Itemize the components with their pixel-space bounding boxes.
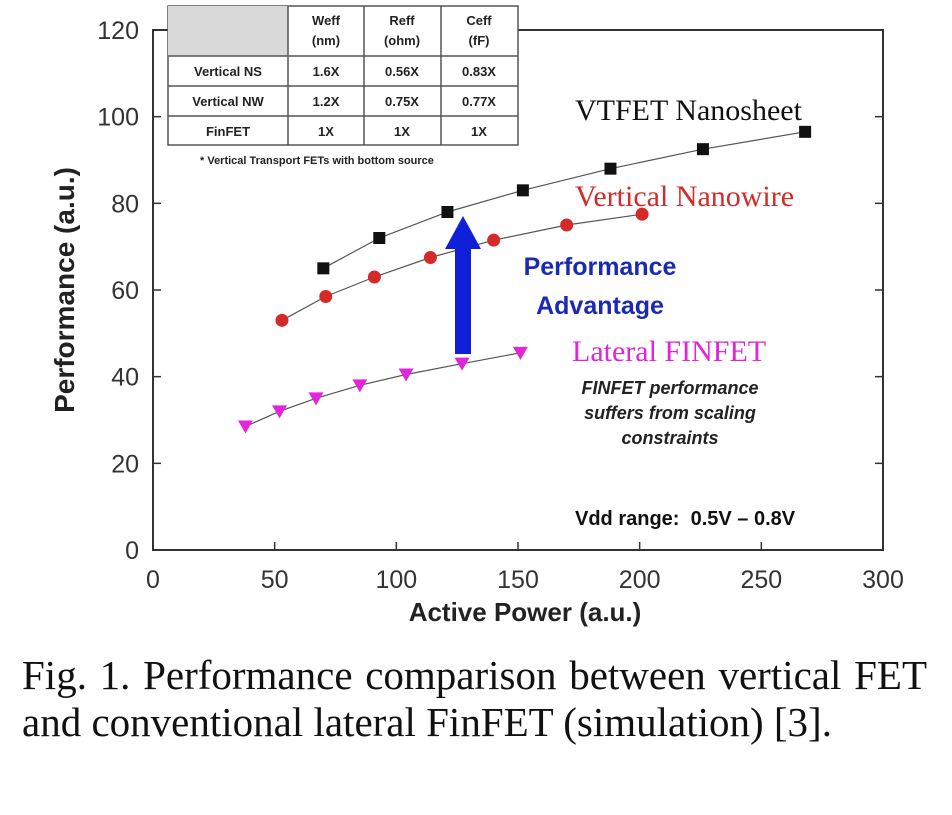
table-row-ns-label: Vertical NS bbox=[194, 64, 262, 79]
advantage-label-line-2: Advantage bbox=[536, 292, 664, 320]
table-row-nw-weff: 1.2X bbox=[313, 94, 340, 109]
x-tick-label: 200 bbox=[619, 566, 661, 594]
figure-caption: Fig. 1. Performance comparison between v… bbox=[22, 652, 927, 745]
data-point-series-2 bbox=[352, 379, 368, 393]
data-point-series-1 bbox=[319, 290, 333, 303]
data-point-series-1 bbox=[367, 270, 381, 284]
vdd-range-label: Vdd range: 0.5V – 0.8V bbox=[575, 508, 796, 530]
table-row-nw-label: Vertical NW bbox=[192, 94, 264, 109]
data-point-series-0 bbox=[799, 125, 812, 138]
y-tick-label: 60 bbox=[111, 277, 139, 305]
data-point-series-0 bbox=[373, 232, 386, 244]
x-tick-label: 300 bbox=[862, 566, 904, 594]
data-point-series-0 bbox=[516, 184, 529, 197]
table-header-ceff: Ceff bbox=[466, 13, 492, 28]
series-layer bbox=[237, 125, 812, 434]
x-tick-label: 0 bbox=[146, 566, 160, 594]
x-tick-label: 50 bbox=[261, 566, 289, 594]
y-axis-label: Performance (a.u.) bbox=[49, 167, 80, 413]
data-point-series-0 bbox=[696, 143, 709, 156]
table-footnote: * Vertical Transport FETs with bottom so… bbox=[200, 155, 434, 167]
x-tick-label: 100 bbox=[375, 566, 417, 594]
table-header-weff-unit: (nm) bbox=[312, 33, 340, 48]
performance-advantage-arrow bbox=[445, 216, 481, 354]
data-point-series-2 bbox=[308, 392, 324, 406]
series-label-nanowire: Vertical Nanowire bbox=[575, 180, 794, 213]
table-row-nw-reff: 0.75X bbox=[385, 94, 419, 109]
finfet-note-line-3: constraints bbox=[621, 428, 718, 448]
data-point-series-1 bbox=[560, 218, 574, 232]
data-point-series-2 bbox=[398, 368, 414, 382]
table-row-ns-reff: 0.56X bbox=[385, 64, 419, 79]
data-point-series-0 bbox=[441, 206, 454, 218]
series-label-lateral-finfet: Lateral FINFET bbox=[572, 335, 766, 368]
y-tick-label: 20 bbox=[111, 450, 139, 478]
series-label-vtfet: VTFET Nanosheet bbox=[575, 94, 803, 127]
table-row-finfet-label: FinFET bbox=[206, 124, 250, 139]
table-row-ns-weff: 1.6X bbox=[313, 64, 340, 79]
table-header-weff: Weff bbox=[312, 13, 341, 28]
table-row-finfet-weff: 1X bbox=[318, 124, 334, 139]
performance-chart: 0 50 100 150 200 250 300 0 20 40 60 80 100 120 Active… bbox=[49, 5, 904, 627]
data-point-series-1 bbox=[275, 313, 289, 327]
table-header-reff-unit: (ohm) bbox=[384, 33, 420, 48]
table-header-reff: Reff bbox=[389, 13, 415, 28]
y-tick-label: 120 bbox=[97, 17, 139, 45]
finfet-note-line-1: FINFET performance bbox=[581, 378, 758, 398]
y-tick-label: 0 bbox=[125, 537, 139, 565]
data-point-series-0 bbox=[604, 162, 617, 175]
advantage-label-line-1: Performance bbox=[524, 253, 677, 281]
table-row-ns-ceff: 0.83X bbox=[462, 64, 496, 79]
parameter-table: Weff (nm) Reff (ohm) Ceff (fF) Vertical … bbox=[167, 5, 519, 167]
data-point-series-2 bbox=[237, 420, 253, 434]
y-tick-label: 80 bbox=[111, 190, 139, 218]
table-row-nw-ceff: 0.77X bbox=[462, 94, 496, 109]
data-point-series-2 bbox=[454, 357, 470, 371]
y-tick-label: 100 bbox=[97, 104, 139, 132]
table-row-finfet-ceff: 1X bbox=[471, 124, 487, 139]
x-tick-label: 150 bbox=[497, 566, 539, 594]
table-row-finfet-reff: 1X bbox=[394, 124, 410, 139]
data-point-series-2 bbox=[512, 346, 528, 360]
finfet-note-line-2: suffers from scaling bbox=[584, 403, 756, 423]
x-axis-label: Active Power (a.u.) bbox=[409, 597, 642, 627]
x-tick-label: 250 bbox=[740, 566, 782, 594]
data-point-series-1 bbox=[423, 251, 437, 264]
data-point-series-1 bbox=[487, 233, 501, 247]
axis-ticks: 0 50 100 150 200 250 300 0 20 40 60 80 100 120 bbox=[97, 17, 904, 594]
table-header-ceff-unit: (fF) bbox=[469, 33, 490, 48]
data-point-series-1 bbox=[635, 207, 649, 221]
y-tick-label: 40 bbox=[111, 364, 139, 392]
data-point-series-2 bbox=[272, 405, 288, 419]
data-point-series-0 bbox=[317, 262, 330, 275]
